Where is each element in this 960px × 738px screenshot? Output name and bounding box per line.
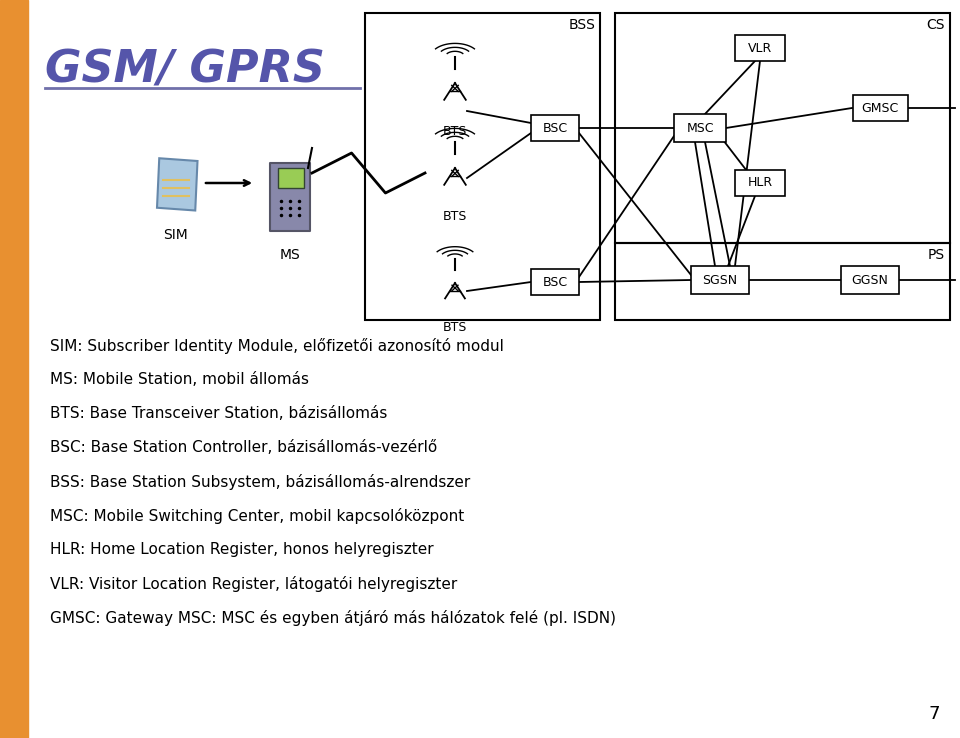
Text: BTS: Base Transceiver Station, bázisállomás: BTS: Base Transceiver Station, bázisállo… — [50, 406, 388, 421]
Bar — [615, 13, 950, 243]
Text: VLR: VLR — [748, 41, 772, 55]
Text: CS: CS — [926, 18, 945, 32]
Bar — [270, 163, 310, 231]
Bar — [531, 269, 579, 295]
Text: 7: 7 — [928, 705, 940, 723]
Text: HLR: Home Location Register, honos helyregiszter: HLR: Home Location Register, honos helyr… — [50, 542, 434, 557]
Text: BSC: BSC — [542, 122, 567, 134]
Text: GGSN: GGSN — [852, 274, 888, 286]
Bar — [674, 114, 726, 142]
Bar — [841, 266, 899, 294]
Text: PS: PS — [928, 248, 945, 262]
Text: BTS: BTS — [443, 210, 468, 223]
Text: BSS: BSS — [568, 18, 595, 32]
Text: VLR: Visitor Location Register, látogatói helyregiszter: VLR: Visitor Location Register, látogató… — [50, 576, 457, 592]
Bar — [278, 168, 304, 188]
Text: SGSN: SGSN — [703, 274, 737, 286]
Bar — [365, 13, 600, 320]
Bar — [615, 243, 950, 320]
Text: MSC: Mobile Switching Center, mobil kapcsolóközpont: MSC: Mobile Switching Center, mobil kapc… — [50, 508, 465, 524]
Text: BSC: BSC — [542, 275, 567, 289]
Bar — [735, 170, 785, 196]
Bar — [691, 266, 749, 294]
Text: HLR: HLR — [748, 176, 773, 190]
Text: GSM/ GPRS: GSM/ GPRS — [45, 48, 324, 91]
Bar — [852, 95, 907, 121]
Text: GMSC: GMSC — [861, 102, 899, 114]
Text: BTS: BTS — [443, 125, 468, 138]
Bar — [531, 115, 579, 141]
Text: BSC: Base Station Controller, bázisállomás-vezérlő: BSC: Base Station Controller, bázisállom… — [50, 440, 437, 455]
Bar — [735, 35, 785, 61]
Text: BSS: Base Station Subsystem, bázisállomás-alrendszer: BSS: Base Station Subsystem, bázisállomá… — [50, 474, 470, 490]
Text: MSC: MSC — [686, 122, 713, 134]
Text: SIM: Subscriber Identity Module, előfizetői azonosító modul: SIM: Subscriber Identity Module, előfize… — [50, 338, 504, 354]
Bar — [0, 0, 28, 738]
Text: MS: MS — [279, 248, 300, 262]
Text: SIM: SIM — [162, 228, 187, 242]
Polygon shape — [157, 158, 198, 210]
Text: GMSC: Gateway MSC: MSC és egyben átjáró más hálózatok felé (pl. ISDN): GMSC: Gateway MSC: MSC és egyben átjáró … — [50, 610, 616, 626]
Text: BTS: BTS — [443, 321, 468, 334]
Text: MS: Mobile Station, mobil állomás: MS: Mobile Station, mobil állomás — [50, 372, 309, 387]
